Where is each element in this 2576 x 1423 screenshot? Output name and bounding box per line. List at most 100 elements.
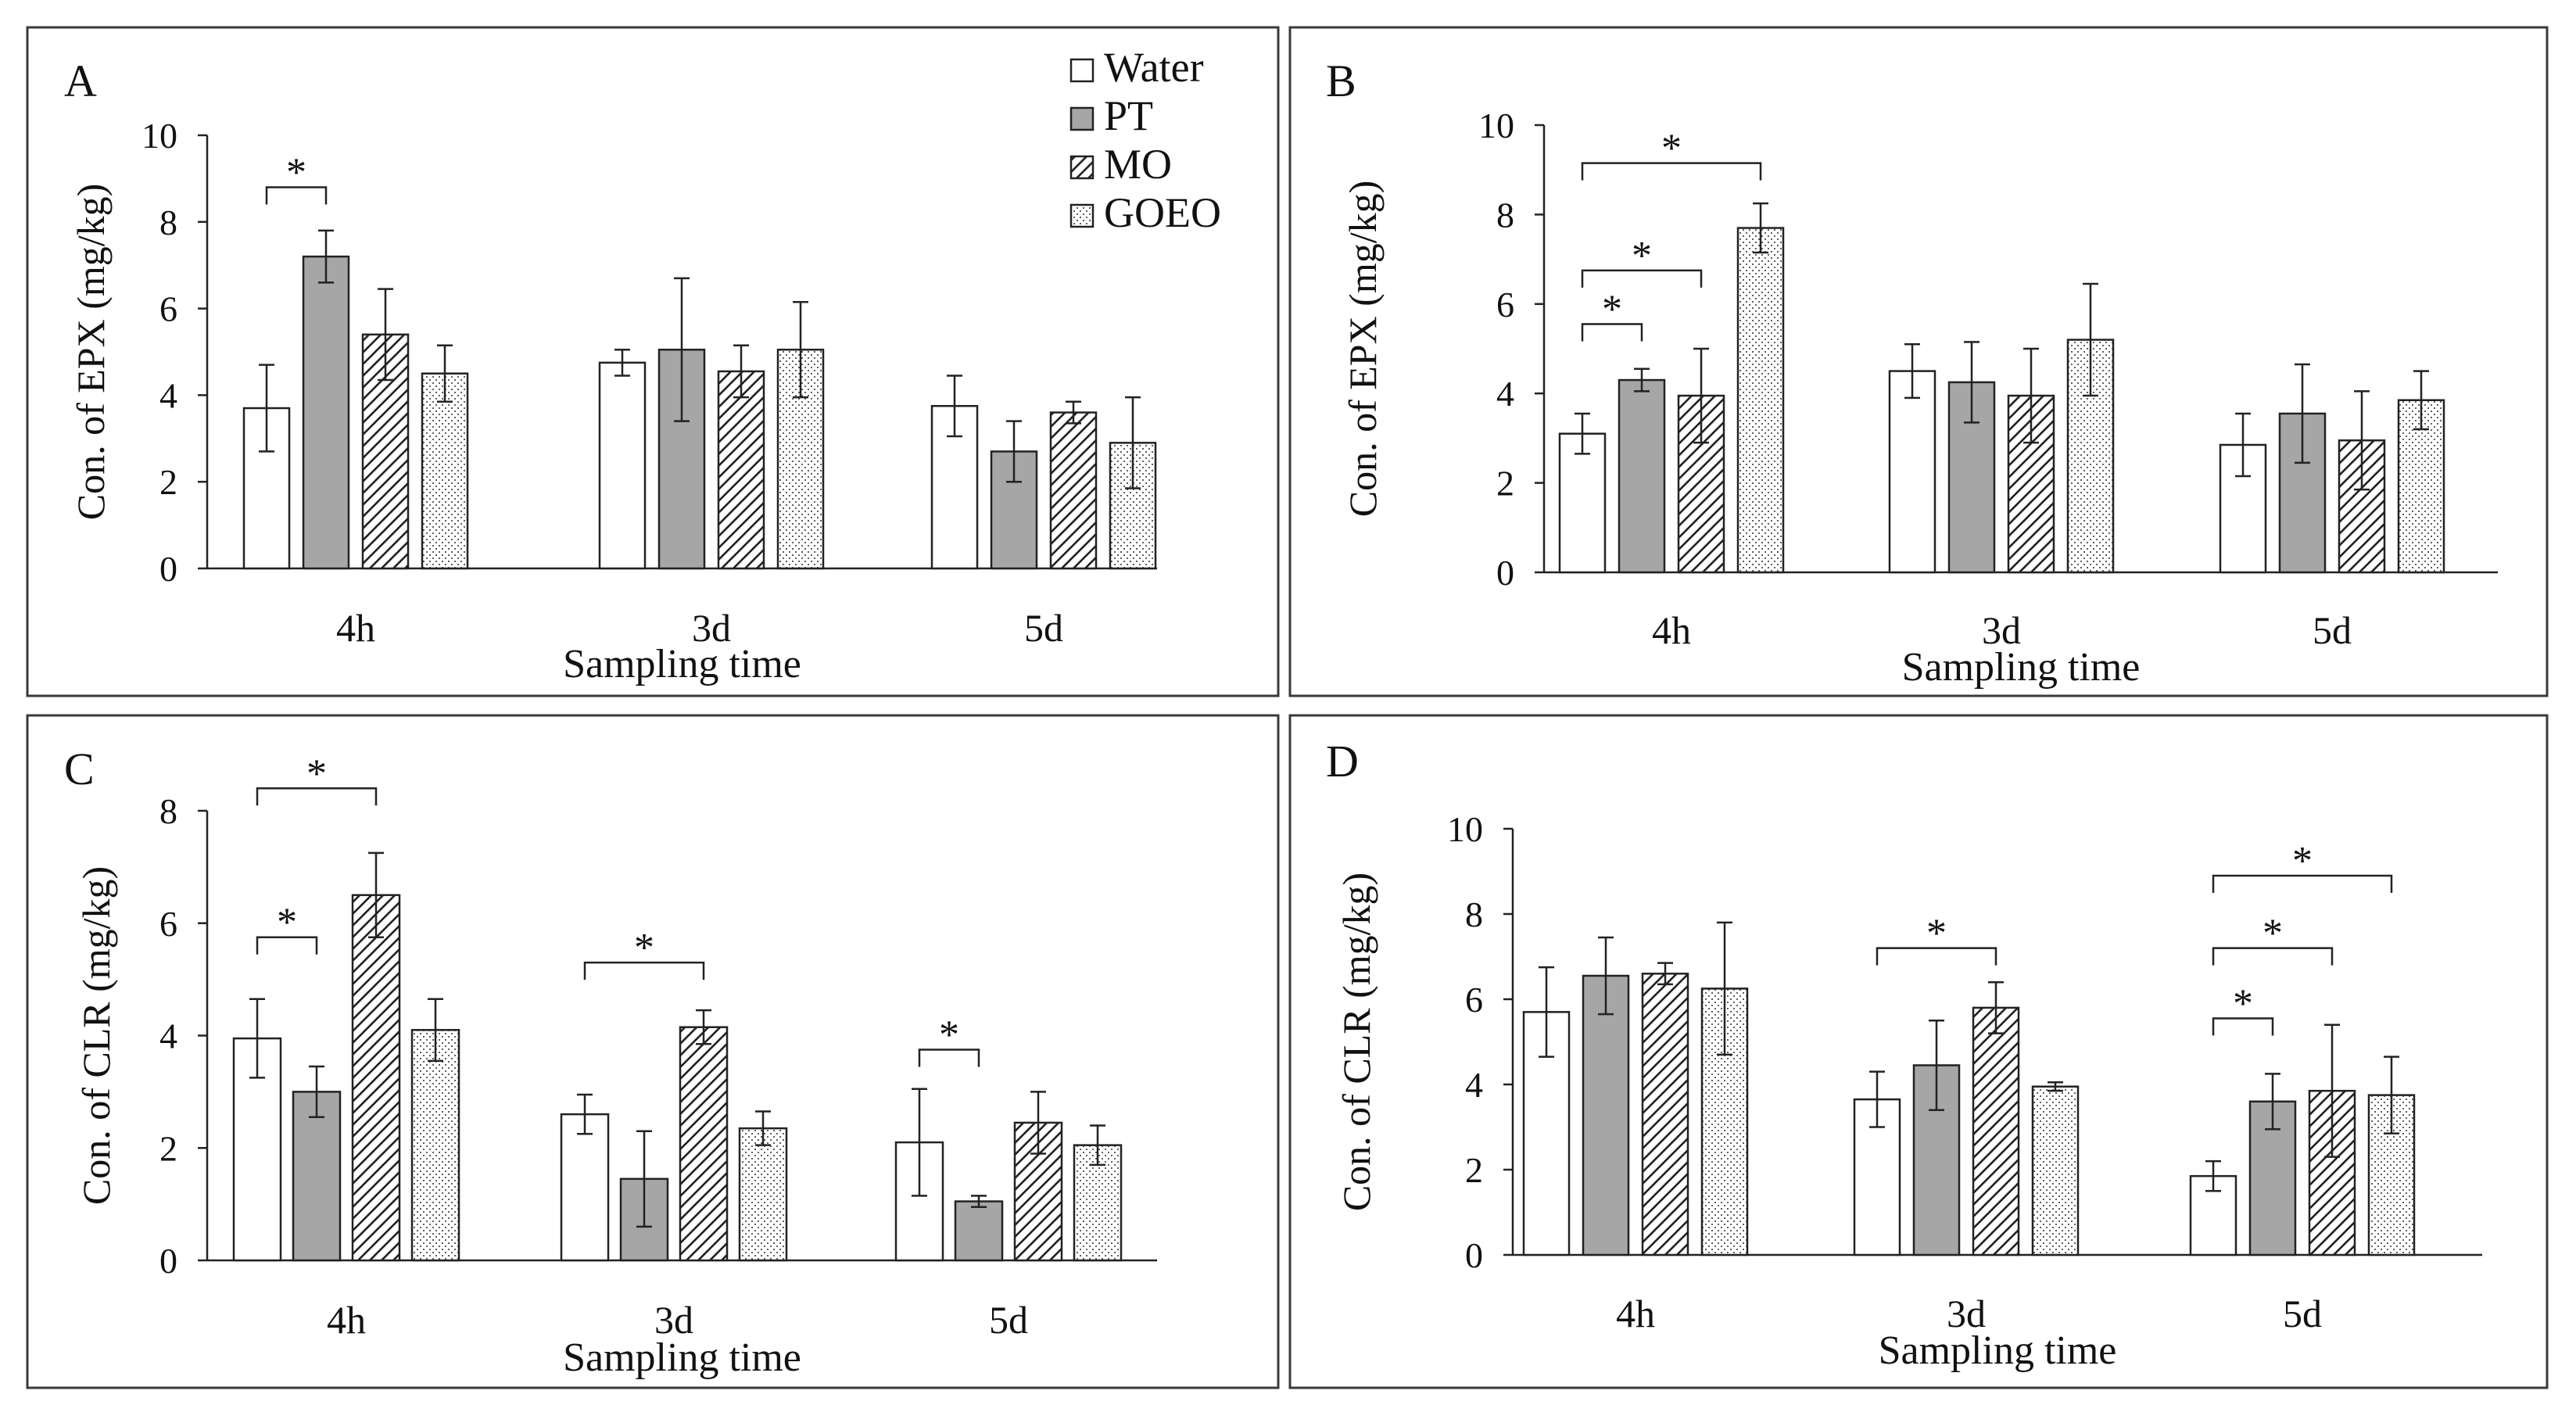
significance-bracket [918,1048,980,1067]
x-tick-label: 4h [327,1298,366,1342]
significance-bracket [2212,874,2393,893]
significance-star: * [286,150,306,195]
y-tick-label: 0 [1465,1235,1483,1275]
significance-star: * [634,926,654,970]
y-tick-label: 2 [1465,1150,1483,1190]
bar-mo [351,894,401,1262]
significance-bracket [583,961,705,980]
significance-star: * [1926,912,1947,956]
error-bar [1030,1091,1046,1155]
error-bar [1090,1124,1105,1167]
significance-bracket [256,936,318,955]
bar-water [2219,443,2267,574]
error-bar [614,348,630,377]
significance-bracket [1581,269,1703,288]
bar-water [560,1113,610,1262]
error-bar [309,1065,324,1118]
significance-bracket [1876,947,1997,966]
panel-letter: A [64,56,97,106]
panel-frame [26,714,1280,1389]
y-tick-label: 4 [159,1016,177,1056]
y-tick-label: 8 [159,791,177,831]
panel-frame [1288,714,2549,1389]
y-tick-label: 8 [1496,195,1514,235]
error-bar [1575,412,1590,455]
error-bar [1904,343,1920,400]
error-bar [2324,1023,2340,1158]
panel-letter: B [1326,56,1356,106]
legend-label: GOEO [1104,189,1221,236]
error-bar [1717,921,1732,1056]
bar-goeo [2031,1085,2080,1256]
y-tick-label: 6 [159,289,177,329]
legend-swatch-water [1069,58,1095,83]
x-tick-label: 3d [1982,608,2021,652]
bar-goeo [410,1029,460,1262]
bar-pt [1582,974,1630,1256]
error-bar [378,288,393,382]
bar-water [598,361,647,570]
panel-c: C 0 2 4 6 8 Con. of CLR (mg/kg) 4h 3d 5d Sampling … [26,714,1280,1389]
error-bar [2205,1160,2221,1192]
error-bar [755,1110,771,1146]
significance-bracket [256,787,378,806]
error-bar [1598,936,1614,1016]
x-tick-label: 4h [1616,1292,1655,1335]
error-bar [1539,966,1554,1058]
error-bar [1869,1070,1885,1128]
x-tick-label: 5d [989,1298,1028,1342]
y-tick-label: 0 [1496,553,1514,593]
bar-mo [1641,973,1689,1256]
y-tick-label: 4 [159,375,177,415]
x-tick-label: 5d [2313,608,2352,652]
x-tick-label: 5d [1024,606,1063,650]
legend-swatch-goeo [1069,203,1095,228]
significance-star: * [1602,288,1622,332]
error-bar [577,1093,593,1135]
y-tick-label: 2 [1496,464,1514,504]
y-tick-label: 8 [159,203,177,242]
significance-star: * [2292,839,2313,884]
significance-bracket [2212,947,2334,966]
y-tick-label: 2 [159,462,177,502]
significance-star: * [2233,982,2253,1027]
panel-letter: D [1326,736,1359,787]
bar-mo [1972,1006,2020,1256]
error-bar [674,277,690,422]
x-tick-label: 3d [692,606,731,650]
error-bar [1753,202,1768,254]
bar-pt [292,1091,342,1262]
error-bar [1066,400,1081,425]
significance-bracket [2212,1017,2274,1036]
error-bar [636,1130,652,1228]
x-axis-label: Sampling time [1879,1328,2117,1373]
x-axis-label: Sampling time [563,642,801,686]
bar-pt [1618,378,1666,574]
x-tick-label: 4h [1652,608,1691,652]
error-bar [2235,412,2251,478]
legend-swatch-mo [1069,155,1095,180]
error-bar [1929,1020,1944,1111]
error-bar [1693,347,1709,444]
error-bar [1006,420,1022,483]
bar-mo [1049,411,1098,570]
error-bar [428,998,443,1063]
y-tick-label: 4 [1465,1065,1483,1105]
error-bar [249,998,265,1079]
significance-star: * [2263,912,2283,956]
error-bar [2295,363,2310,464]
bar-pt [302,255,350,570]
y-tick-label: 10 [1478,106,1514,145]
error-bar [793,301,808,399]
error-bar [2354,390,2370,491]
error-bar [2083,282,2098,397]
error-bar [1657,962,1673,986]
error-bar [2023,347,2039,444]
panel-letter: C [64,744,95,794]
bar-mo [361,333,410,570]
error-bar [318,229,334,284]
error-bar [2048,1081,2063,1092]
y-tick-label: 10 [1447,809,1483,849]
